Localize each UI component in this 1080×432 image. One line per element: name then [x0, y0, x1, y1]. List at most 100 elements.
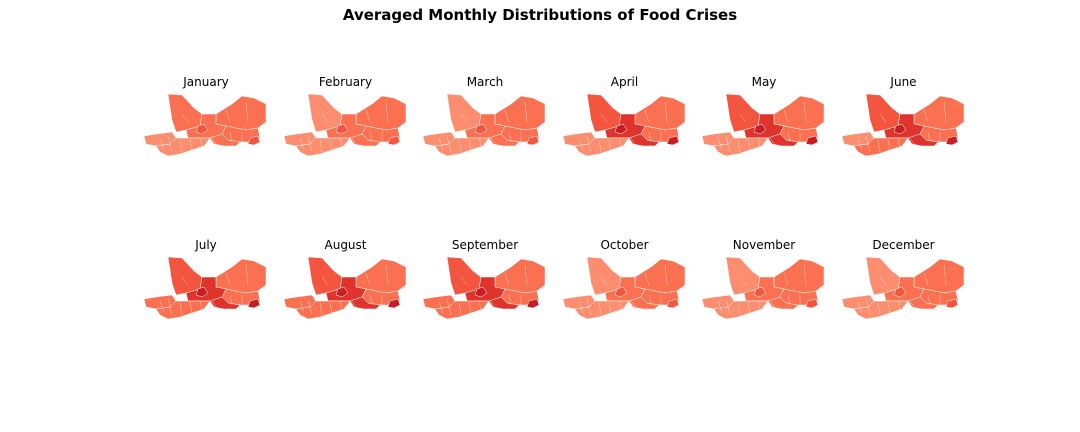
map-region-south: [713, 300, 769, 320]
district-boundary: [189, 302, 193, 314]
map-region-hotspot: [195, 123, 209, 135]
map-region-center: [349, 133, 380, 147]
district-boundary: [458, 139, 462, 153]
district-boundary: [578, 300, 583, 314]
map-region-center: [349, 296, 380, 310]
district-boundary: [803, 264, 807, 286]
map-panel-title: August: [324, 238, 367, 252]
map-region-center: [907, 296, 938, 310]
district-boundary: [179, 139, 183, 153]
district-boundary: [648, 131, 651, 143]
district-boundary: [181, 113, 189, 123]
map-region-hotspot: [666, 298, 679, 309]
district-boundary: [490, 137, 496, 145]
choropleth-map: [841, 93, 964, 157]
district-boundary: [167, 298, 173, 316]
district-boundary: [385, 264, 388, 286]
map-region-hotspot: [387, 135, 400, 146]
district-boundary: [225, 272, 231, 286]
district-boundary: [321, 276, 328, 286]
district-boundary: [211, 300, 217, 308]
district-boundary: [365, 109, 370, 123]
map-panel-title: January: [183, 75, 229, 89]
map-region-hotspot: [945, 298, 958, 309]
district-boundary: [245, 264, 249, 286]
map-region-hotspot: [387, 298, 400, 309]
map-region-north: [725, 93, 761, 133]
district-boundary: [524, 264, 528, 286]
district-boundary: [644, 272, 649, 286]
district-boundary: [757, 300, 761, 310]
district-boundary: [307, 298, 312, 316]
district-boundary: [747, 139, 751, 151]
choropleth-map: [562, 256, 685, 320]
district-boundary: [179, 302, 183, 316]
district-boundary: [229, 294, 233, 306]
district-boundary: [739, 113, 747, 123]
map-panel-title: June: [890, 75, 917, 89]
district-boundary: [737, 302, 741, 316]
map-region-hotspot: [893, 286, 906, 298]
district-boundary: [664, 101, 667, 123]
district-boundary: [739, 276, 747, 286]
map-region-north: [586, 256, 621, 296]
district-boundary: [923, 272, 928, 286]
map-region-hotspot: [805, 298, 819, 309]
district-boundary: [618, 137, 621, 147]
map-region-hotspot: [666, 135, 679, 146]
district-boundary: [865, 135, 870, 153]
map-panel-march: March: [421, 75, 561, 175]
district-boundary: [787, 294, 791, 306]
district-boundary: [630, 137, 635, 145]
district-boundary: [943, 264, 946, 286]
district-boundary: [385, 101, 388, 123]
map-region-north: [167, 93, 203, 133]
district-boundary: [783, 272, 789, 286]
district-boundary: [299, 300, 304, 314]
district-boundary: [803, 101, 807, 123]
map-region-hotspot: [335, 123, 348, 135]
district-boundary: [245, 101, 249, 123]
district-boundary: [199, 300, 203, 310]
map-region-north: [307, 93, 342, 133]
map-region-hotspot: [893, 123, 906, 135]
map-region-east: [494, 95, 546, 131]
district-boundary: [857, 137, 862, 151]
map-region-north: [307, 256, 342, 296]
map-region-hotspot: [614, 123, 627, 135]
district-boundary: [446, 298, 452, 316]
district-boundary: [725, 135, 731, 153]
district-boundary: [329, 139, 332, 151]
map-region-south: [155, 137, 211, 157]
district-boundary: [468, 302, 472, 314]
district-boundary: [879, 276, 886, 286]
map-panel-title: February: [318, 75, 373, 89]
district-boundary: [351, 300, 356, 308]
district-boundary: [299, 137, 304, 151]
map-region-south: [295, 137, 350, 157]
district-boundary: [586, 135, 591, 153]
district-boundary: [504, 109, 510, 123]
district-boundary: [717, 137, 723, 151]
district-boundary: [321, 113, 328, 123]
map-region-north: [586, 93, 621, 133]
choropleth-map: [701, 93, 825, 157]
district-boundary: [339, 137, 342, 147]
district-boundary: [578, 137, 583, 151]
map-region-center: [209, 296, 241, 310]
district-boundary: [927, 294, 930, 306]
district-boundary: [725, 298, 731, 316]
map-region-hotspot: [753, 123, 767, 135]
map-region-south: [713, 137, 769, 157]
map-region-hotspot: [805, 135, 819, 146]
map-region-east: [913, 258, 964, 294]
district-boundary: [909, 137, 914, 145]
map-region-north: [725, 256, 761, 296]
map-region-north: [865, 256, 900, 296]
district-boundary: [783, 109, 789, 123]
district-boundary: [319, 139, 322, 153]
district-boundary: [504, 272, 510, 286]
map-region-hotspot: [526, 298, 540, 309]
district-boundary: [211, 137, 217, 145]
